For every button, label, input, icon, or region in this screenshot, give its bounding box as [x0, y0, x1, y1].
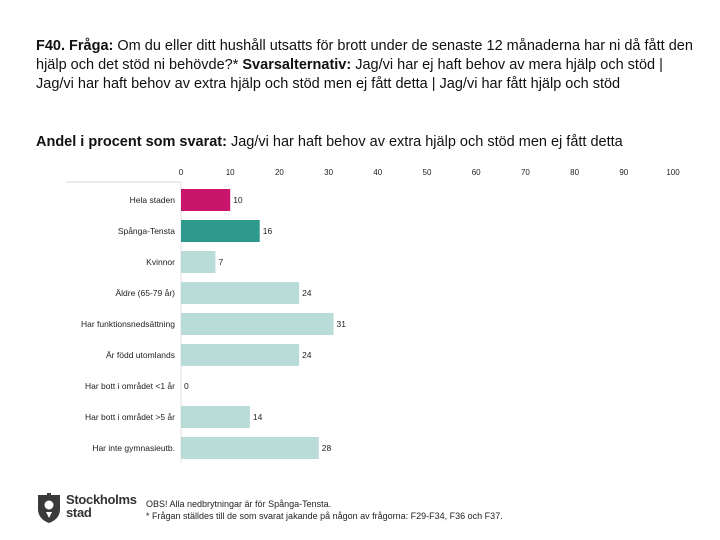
category-label: Är född utomlands [106, 350, 175, 360]
bar [181, 251, 216, 273]
x-tick-label: 70 [521, 168, 530, 177]
category-label: Har bott i området <1 år [85, 381, 175, 391]
category-label: Har bott i området >5 år [85, 412, 175, 422]
chart-subtitle: Andel i procent som svarat: Jag/vi har h… [36, 133, 706, 152]
x-tick-label: 0 [179, 168, 184, 177]
category-label: Äldre (65-79 år) [115, 288, 175, 298]
data-label: 24 [302, 288, 312, 298]
answer-alternatives: Jag/vi har ej haft behov av mera hjälp o… [36, 57, 663, 92]
question-body: Om du eller ditt hushåll utsatts för bro… [36, 38, 693, 73]
data-label: 31 [337, 319, 347, 329]
logo-line-2: stad [66, 505, 92, 520]
x-tick-label: 90 [619, 168, 628, 177]
data-label: 10 [233, 195, 243, 205]
x-tick-label: 40 [373, 168, 382, 177]
category-label: Har funktionsnedsättning [81, 319, 175, 329]
data-label: 7 [218, 257, 223, 267]
bar [181, 313, 334, 335]
subtitle-prefix: Andel i procent som svarat: [36, 134, 227, 150]
bar [181, 220, 260, 242]
x-tick-label: 20 [275, 168, 284, 177]
subtitle-body: Jag/vi har haft behov av extra hjälp och… [226, 134, 623, 150]
bar [181, 344, 300, 366]
stockholms-stad-logo: Stockholms stad [36, 492, 137, 524]
logo-line-1: Stockholms [66, 492, 137, 507]
footnote-line-2: * Frågan ställdes till de som svarat jak… [146, 511, 503, 521]
data-label: 16 [263, 226, 273, 236]
category-label: Spånga-Tensta [118, 226, 175, 236]
data-label: 14 [253, 412, 263, 422]
x-tick-label: 60 [472, 168, 481, 177]
x-tick-label: 80 [570, 168, 579, 177]
bar [181, 282, 300, 304]
x-tick-label: 10 [226, 168, 235, 177]
data-label: 28 [322, 443, 332, 453]
question-text: F40. Fråga: Om du eller ditt hushåll uts… [36, 37, 696, 94]
x-tick-label: 50 [423, 168, 432, 177]
data-label: 0 [184, 381, 189, 391]
category-label: Kvinnor [146, 257, 175, 267]
footnote: OBS! Alla nedbrytningar är för Spånga-Te… [146, 498, 503, 522]
bar [181, 406, 250, 428]
bar [181, 189, 231, 211]
bar [181, 437, 319, 459]
x-tick-label: 30 [324, 168, 333, 177]
category-label: Hela staden [130, 195, 176, 205]
answer-alternatives-prefix: Svarsalternativ: [242, 57, 352, 73]
question-prefix: F40. Fråga: [36, 38, 114, 54]
footnote-line-1: OBS! Alla nedbrytningar är för Spånga-Te… [146, 499, 332, 509]
data-label: 24 [302, 350, 312, 360]
category-label: Har inte gymnasieutb. [92, 443, 175, 453]
x-tick-label: 100 [666, 168, 680, 177]
city-crest-icon [38, 493, 60, 523]
